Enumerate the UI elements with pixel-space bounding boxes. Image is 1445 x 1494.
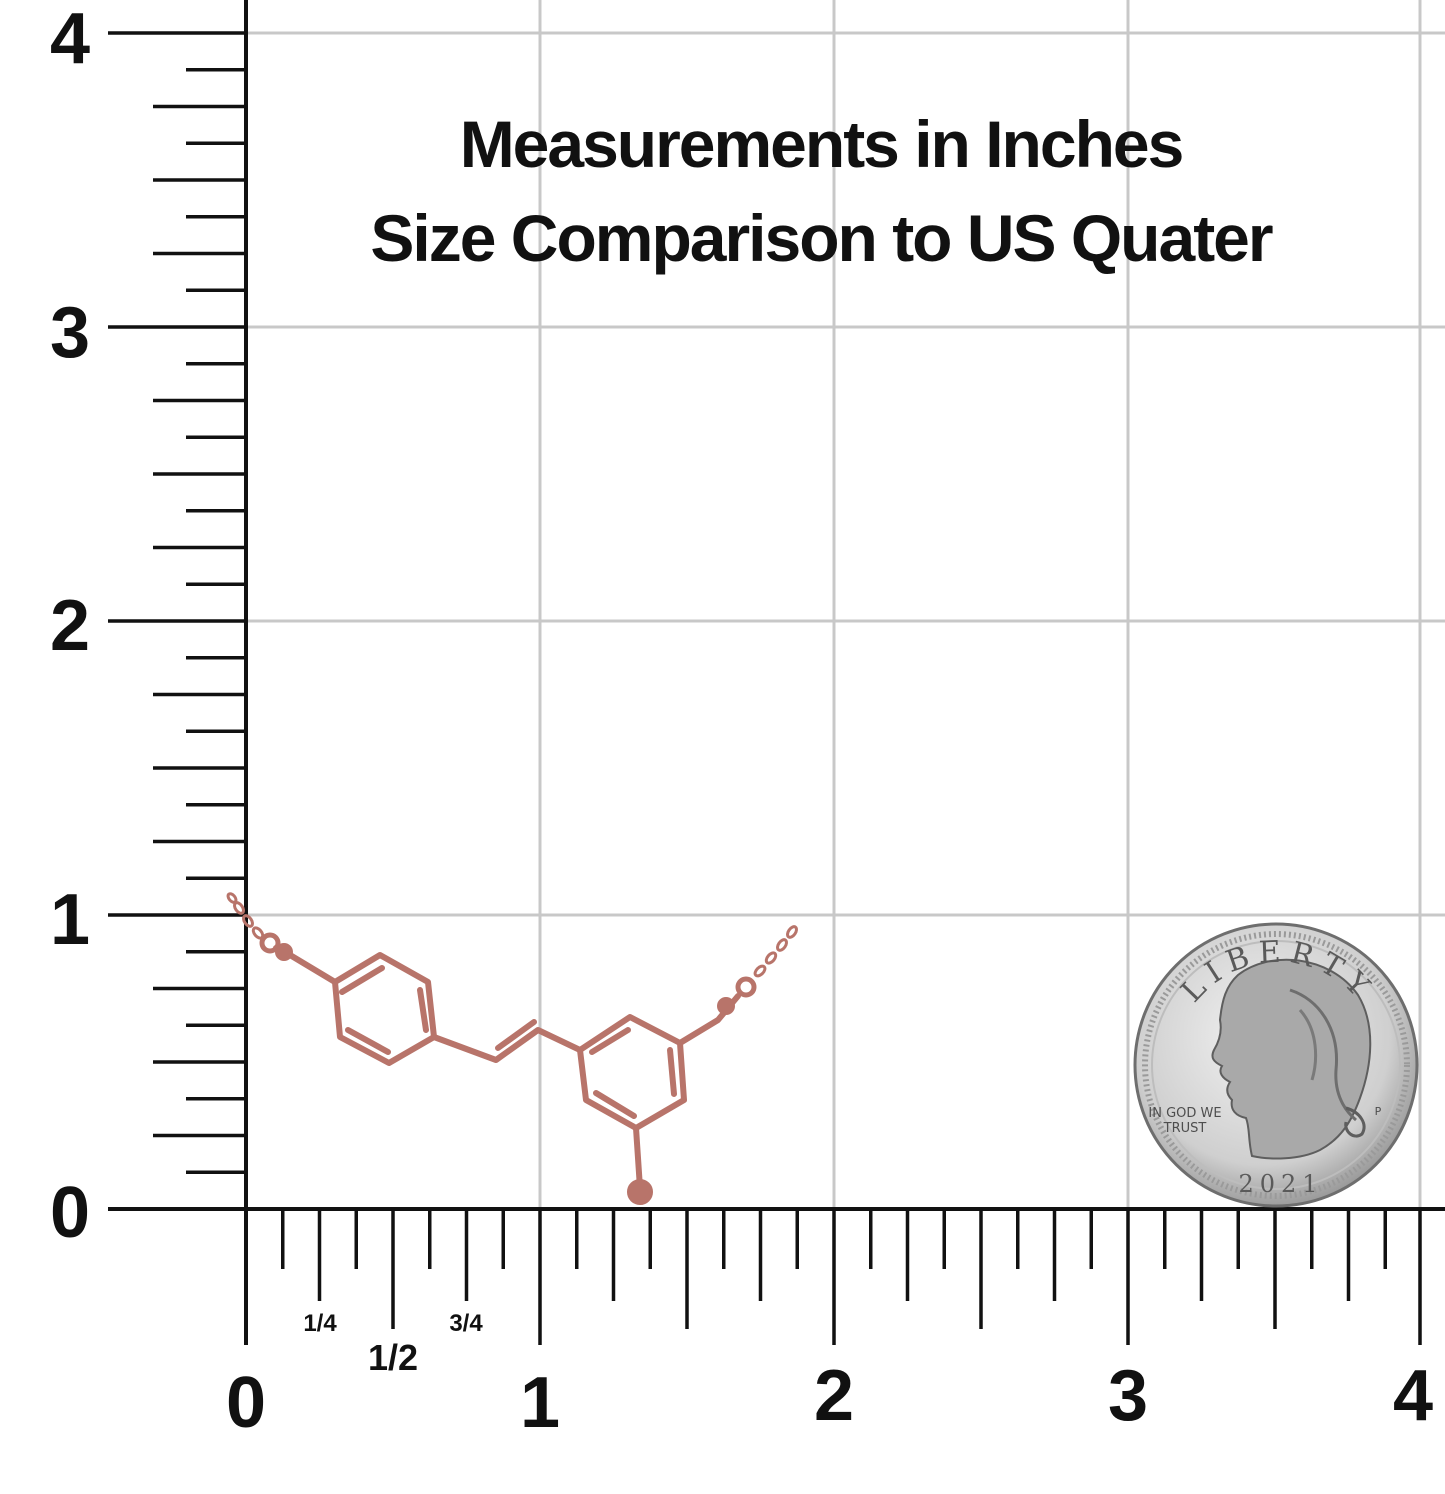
coin-motto-1: IN GOD WE <box>1148 1106 1221 1121</box>
x-label-4: 4 <box>1392 1356 1434 1436</box>
coin-mint-mark: P <box>1375 1105 1382 1118</box>
title-line-1: Measurements in Inches <box>459 107 1185 181</box>
y-label-4: 4 <box>50 0 91 79</box>
x-fraction-half: 1/2 <box>367 1337 419 1378</box>
y-label-2: 2 <box>50 586 91 666</box>
y-label-1: 1 <box>50 880 91 960</box>
x-fraction-three-quarter: 3/4 <box>449 1310 483 1337</box>
title-line-2: Size Comparison to US Quater <box>370 201 1273 275</box>
y-label-0: 0 <box>50 1173 91 1253</box>
molecule-necklace-icon <box>226 892 798 1205</box>
x-fraction-quarter: 1/4 <box>303 1310 337 1337</box>
x-label-3: 3 <box>1107 1356 1149 1436</box>
ruler-ticks <box>108 0 1445 1345</box>
right-chain <box>735 925 798 998</box>
x-label-0: 0 <box>225 1363 267 1443</box>
y-label-3: 3 <box>50 293 91 373</box>
coin-motto-2: TRUST <box>1163 1121 1207 1136</box>
coin-year: 2021 <box>1238 1170 1323 1198</box>
x-label-2: 2 <box>813 1356 855 1436</box>
left-chain <box>226 892 281 954</box>
inch-grid <box>246 0 1445 1209</box>
us-quarter-coin-icon: LIBERTY IN GOD WE TRUST P 2021 <box>1133 922 1419 1208</box>
x-label-1: 1 <box>519 1363 561 1443</box>
